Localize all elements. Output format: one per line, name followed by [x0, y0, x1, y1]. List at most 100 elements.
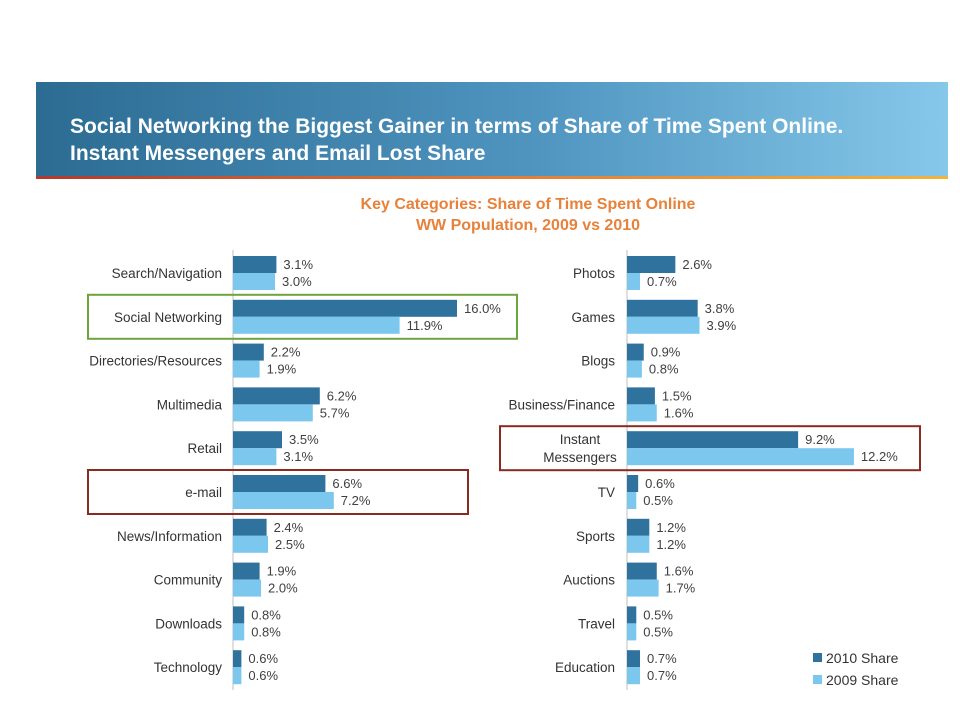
value-label-2010: 0.7% — [647, 651, 677, 666]
value-label-2009: 0.7% — [647, 668, 677, 683]
value-label-2010: 0.5% — [643, 607, 673, 622]
bar-2009 — [627, 579, 659, 597]
value-label-2009: 1.9% — [267, 362, 297, 377]
category-label: Education — [555, 660, 615, 675]
category-label: Instant — [560, 432, 601, 447]
bar-2010 — [233, 343, 264, 361]
value-label-2010: 3.1% — [283, 257, 313, 272]
category-label: Messengers — [543, 450, 617, 465]
legend-label-2010: 2010 Share — [826, 650, 899, 666]
bar-2010 — [233, 650, 242, 668]
value-label-2010: 1.2% — [656, 520, 686, 535]
bar-2010 — [627, 606, 637, 624]
value-label-2010: 0.9% — [651, 345, 681, 360]
category-label: Community — [154, 573, 223, 588]
bar-2009 — [233, 667, 242, 685]
value-label-2009: 0.7% — [647, 274, 677, 289]
category-label: Directories/Resources — [89, 354, 222, 369]
bar-2009 — [233, 623, 245, 641]
value-label-2010: 6.6% — [332, 476, 362, 491]
value-label-2010: 16.0% — [464, 301, 501, 316]
bar-2010 — [627, 650, 641, 668]
value-label-2010: 3.8% — [705, 301, 735, 316]
bar-2009 — [627, 492, 637, 509]
legend-swatch-2009 — [813, 675, 822, 684]
category-label: Sports — [576, 529, 615, 544]
value-label-2010: 1.9% — [267, 564, 297, 579]
value-label-2009: 12.2% — [861, 449, 898, 464]
category-label: Social Networking — [114, 310, 222, 325]
value-label-2010: 2.2% — [271, 345, 301, 360]
value-label-2009: 0.5% — [643, 624, 673, 639]
value-label-2010: 9.2% — [805, 432, 835, 447]
chart-title: Key Categories: Share of Time Spent Onli… — [360, 196, 696, 213]
value-label-2009: 3.1% — [283, 449, 313, 464]
bar-2009 — [233, 492, 334, 509]
bar-2009 — [627, 667, 641, 685]
legend-swatch-2010 — [813, 653, 822, 662]
category-label: e-mail — [185, 485, 222, 500]
value-label-2009: 1.7% — [666, 581, 696, 596]
value-label-2010: 0.6% — [248, 651, 278, 666]
chart-subtitle: WW Population, 2009 vs 2010 — [415, 217, 641, 234]
bar-2010 — [627, 299, 698, 317]
value-label-2009: 0.8% — [649, 362, 679, 377]
highlight-box — [499, 425, 921, 472]
bar-2009 — [233, 273, 275, 290]
bar-2009 — [627, 535, 650, 553]
bar-2010 — [233, 299, 457, 317]
bar-2010 — [627, 387, 655, 405]
legend-label-2009: 2009 Share — [826, 672, 899, 688]
category-label: Games — [571, 310, 615, 325]
value-label-2009: 0.6% — [248, 668, 278, 683]
banner-accent-line — [36, 176, 948, 179]
value-label-2009: 0.5% — [643, 493, 673, 508]
value-label-2009: 1.2% — [656, 537, 686, 552]
slide-title-line-1: Social Networking the Biggest Gainer in … — [70, 115, 844, 138]
bar-2009 — [627, 448, 854, 466]
category-label: Blogs — [581, 354, 615, 369]
value-label-2010: 1.6% — [664, 564, 694, 579]
value-label-2010: 1.5% — [662, 388, 692, 403]
bar-2009 — [233, 535, 268, 553]
highlight-box — [87, 469, 469, 515]
category-label: Search/Navigation — [112, 266, 222, 281]
value-label-2009: 2.5% — [275, 537, 305, 552]
value-label-2009: 11.9% — [407, 318, 443, 333]
category-label: Photos — [573, 266, 615, 281]
value-label-2009: 1.6% — [664, 405, 694, 420]
bar-2009 — [627, 273, 641, 290]
value-label-2010: 2.4% — [274, 520, 304, 535]
value-label-2010: 2.6% — [682, 257, 712, 272]
bar-2009 — [627, 360, 642, 378]
category-label: Travel — [578, 616, 615, 631]
bar-2010 — [233, 606, 245, 624]
bar-2010 — [627, 256, 676, 273]
bar-2010 — [627, 518, 650, 536]
bar-2010 — [233, 562, 260, 580]
value-label-2010: 0.8% — [251, 607, 281, 622]
bar-2010 — [233, 387, 320, 405]
bar-2010 — [627, 562, 657, 580]
category-label: Downloads — [155, 616, 222, 631]
category-label: News/Information — [117, 529, 222, 544]
value-label-2010: 3.5% — [289, 432, 319, 447]
category-label: Retail — [187, 441, 222, 456]
slide-title-line-2: Instant Messengers and Email Lost Share — [70, 142, 486, 165]
bar-2010 — [233, 518, 267, 536]
bar-2010 — [627, 343, 644, 361]
category-label: Multimedia — [157, 397, 223, 412]
category-label: Business/Finance — [508, 397, 615, 412]
value-label-2009: 3.9% — [707, 318, 737, 333]
value-label-2009: 3.0% — [282, 274, 312, 289]
title-banner — [36, 82, 948, 176]
value-label-2009: 5.7% — [320, 405, 350, 420]
highlight-box — [87, 293, 518, 340]
bar-2009 — [233, 360, 260, 378]
category-label: TV — [598, 485, 615, 500]
category-label: Technology — [154, 660, 223, 675]
bar-2010 — [233, 256, 277, 273]
bar-2010 — [233, 431, 282, 449]
bar-2009 — [233, 316, 400, 334]
